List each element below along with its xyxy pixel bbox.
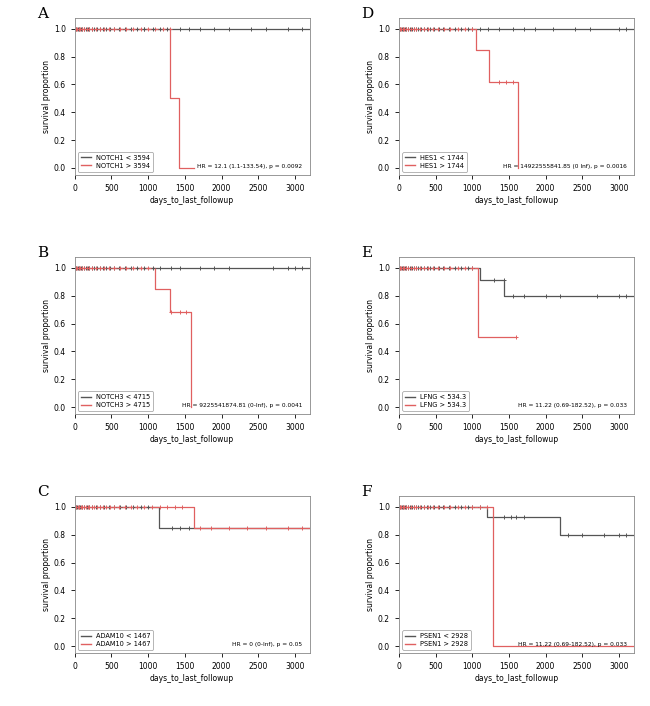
- Text: E: E: [361, 246, 372, 260]
- X-axis label: days_to_last_followup: days_to_last_followup: [474, 196, 558, 205]
- Y-axis label: survival proportion: survival proportion: [42, 60, 51, 133]
- Text: HR = 11.22 (0.69-182.52), p = 0.033: HR = 11.22 (0.69-182.52), p = 0.033: [517, 642, 627, 647]
- Y-axis label: survival proportion: survival proportion: [42, 538, 51, 611]
- Text: C: C: [37, 485, 49, 498]
- Legend: PSEN1 < 2928, PSEN1 > 2928: PSEN1 < 2928, PSEN1 > 2928: [402, 630, 471, 650]
- Legend: HES1 < 1744, HES1 > 1744: HES1 < 1744, HES1 > 1744: [402, 152, 467, 172]
- Text: HR = 9225541874.81 (0-Inf), p = 0.0041: HR = 9225541874.81 (0-Inf), p = 0.0041: [182, 402, 303, 407]
- Legend: NOTCH1 < 3594, NOTCH1 > 3594: NOTCH1 < 3594, NOTCH1 > 3594: [78, 152, 153, 172]
- Text: HR = 12.1 (1.1-133.54), p = 0.0092: HR = 12.1 (1.1-133.54), p = 0.0092: [198, 164, 303, 169]
- Y-axis label: survival proportion: survival proportion: [366, 299, 375, 372]
- Text: B: B: [37, 246, 48, 260]
- Text: D: D: [361, 6, 374, 20]
- X-axis label: days_to_last_followup: days_to_last_followup: [150, 435, 234, 444]
- Legend: NOTCH3 < 4715, NOTCH3 > 4715: NOTCH3 < 4715, NOTCH3 > 4715: [78, 391, 153, 411]
- X-axis label: days_to_last_followup: days_to_last_followup: [150, 196, 234, 205]
- Text: F: F: [361, 485, 372, 498]
- Text: HR = 11.22 (0.69-182.52), p = 0.033: HR = 11.22 (0.69-182.52), p = 0.033: [517, 402, 627, 407]
- X-axis label: days_to_last_followup: days_to_last_followup: [474, 674, 558, 683]
- Text: HR = 14922555841.85 (0 Inf), p = 0.0016: HR = 14922555841.85 (0 Inf), p = 0.0016: [503, 164, 627, 169]
- Y-axis label: survival proportion: survival proportion: [42, 299, 51, 372]
- Legend: LFNG < 534.3, LFNG > 534.3: LFNG < 534.3, LFNG > 534.3: [402, 391, 469, 411]
- Legend: ADAM10 < 1467, ADAM10 > 1467: ADAM10 < 1467, ADAM10 > 1467: [78, 630, 153, 650]
- Text: A: A: [37, 6, 48, 20]
- X-axis label: days_to_last_followup: days_to_last_followup: [474, 435, 558, 444]
- X-axis label: days_to_last_followup: days_to_last_followup: [150, 674, 234, 683]
- Text: HR = 0 (0-Inf), p = 0.05: HR = 0 (0-Inf), p = 0.05: [233, 642, 303, 647]
- Y-axis label: survival proportion: survival proportion: [366, 60, 375, 133]
- Y-axis label: survival proportion: survival proportion: [366, 538, 375, 611]
